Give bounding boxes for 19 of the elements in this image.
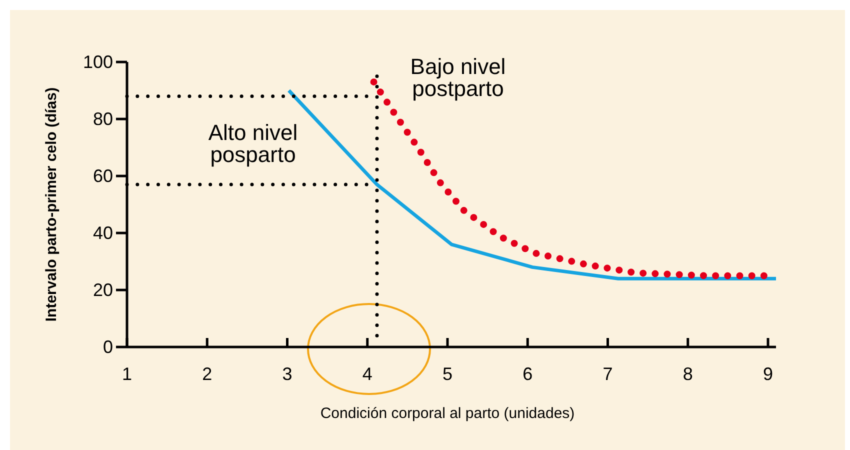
x-tick-label: 9 bbox=[762, 364, 774, 384]
y-axis-title: Intervalo parto-primer celo (días) bbox=[43, 87, 60, 322]
x-tick-label: 2 bbox=[202, 364, 212, 384]
x-tick-label: 5 bbox=[442, 364, 453, 384]
x-tick-label: 1 bbox=[122, 364, 132, 384]
y-tick-label: 20 bbox=[92, 280, 113, 300]
y-tick-label: 0 bbox=[102, 337, 113, 357]
x-tick-label: 4 bbox=[362, 364, 372, 384]
x-axis-title: Condición corporal al parto (unidades) bbox=[320, 405, 575, 422]
y-tick-label: 40 bbox=[92, 223, 113, 243]
y-tick-label: 80 bbox=[92, 109, 113, 129]
x-tick-label: 8 bbox=[682, 364, 693, 384]
x-tick-label: 7 bbox=[602, 364, 613, 384]
x-tick-label: 3 bbox=[282, 364, 292, 384]
x-tick-label: 6 bbox=[522, 364, 533, 384]
annotation: Bajo nivel postparto bbox=[410, 54, 506, 101]
y-tick-label: 60 bbox=[92, 166, 113, 186]
y-tick-label: 100 bbox=[82, 52, 113, 72]
annotation: Alto nivel posparto bbox=[208, 120, 298, 167]
